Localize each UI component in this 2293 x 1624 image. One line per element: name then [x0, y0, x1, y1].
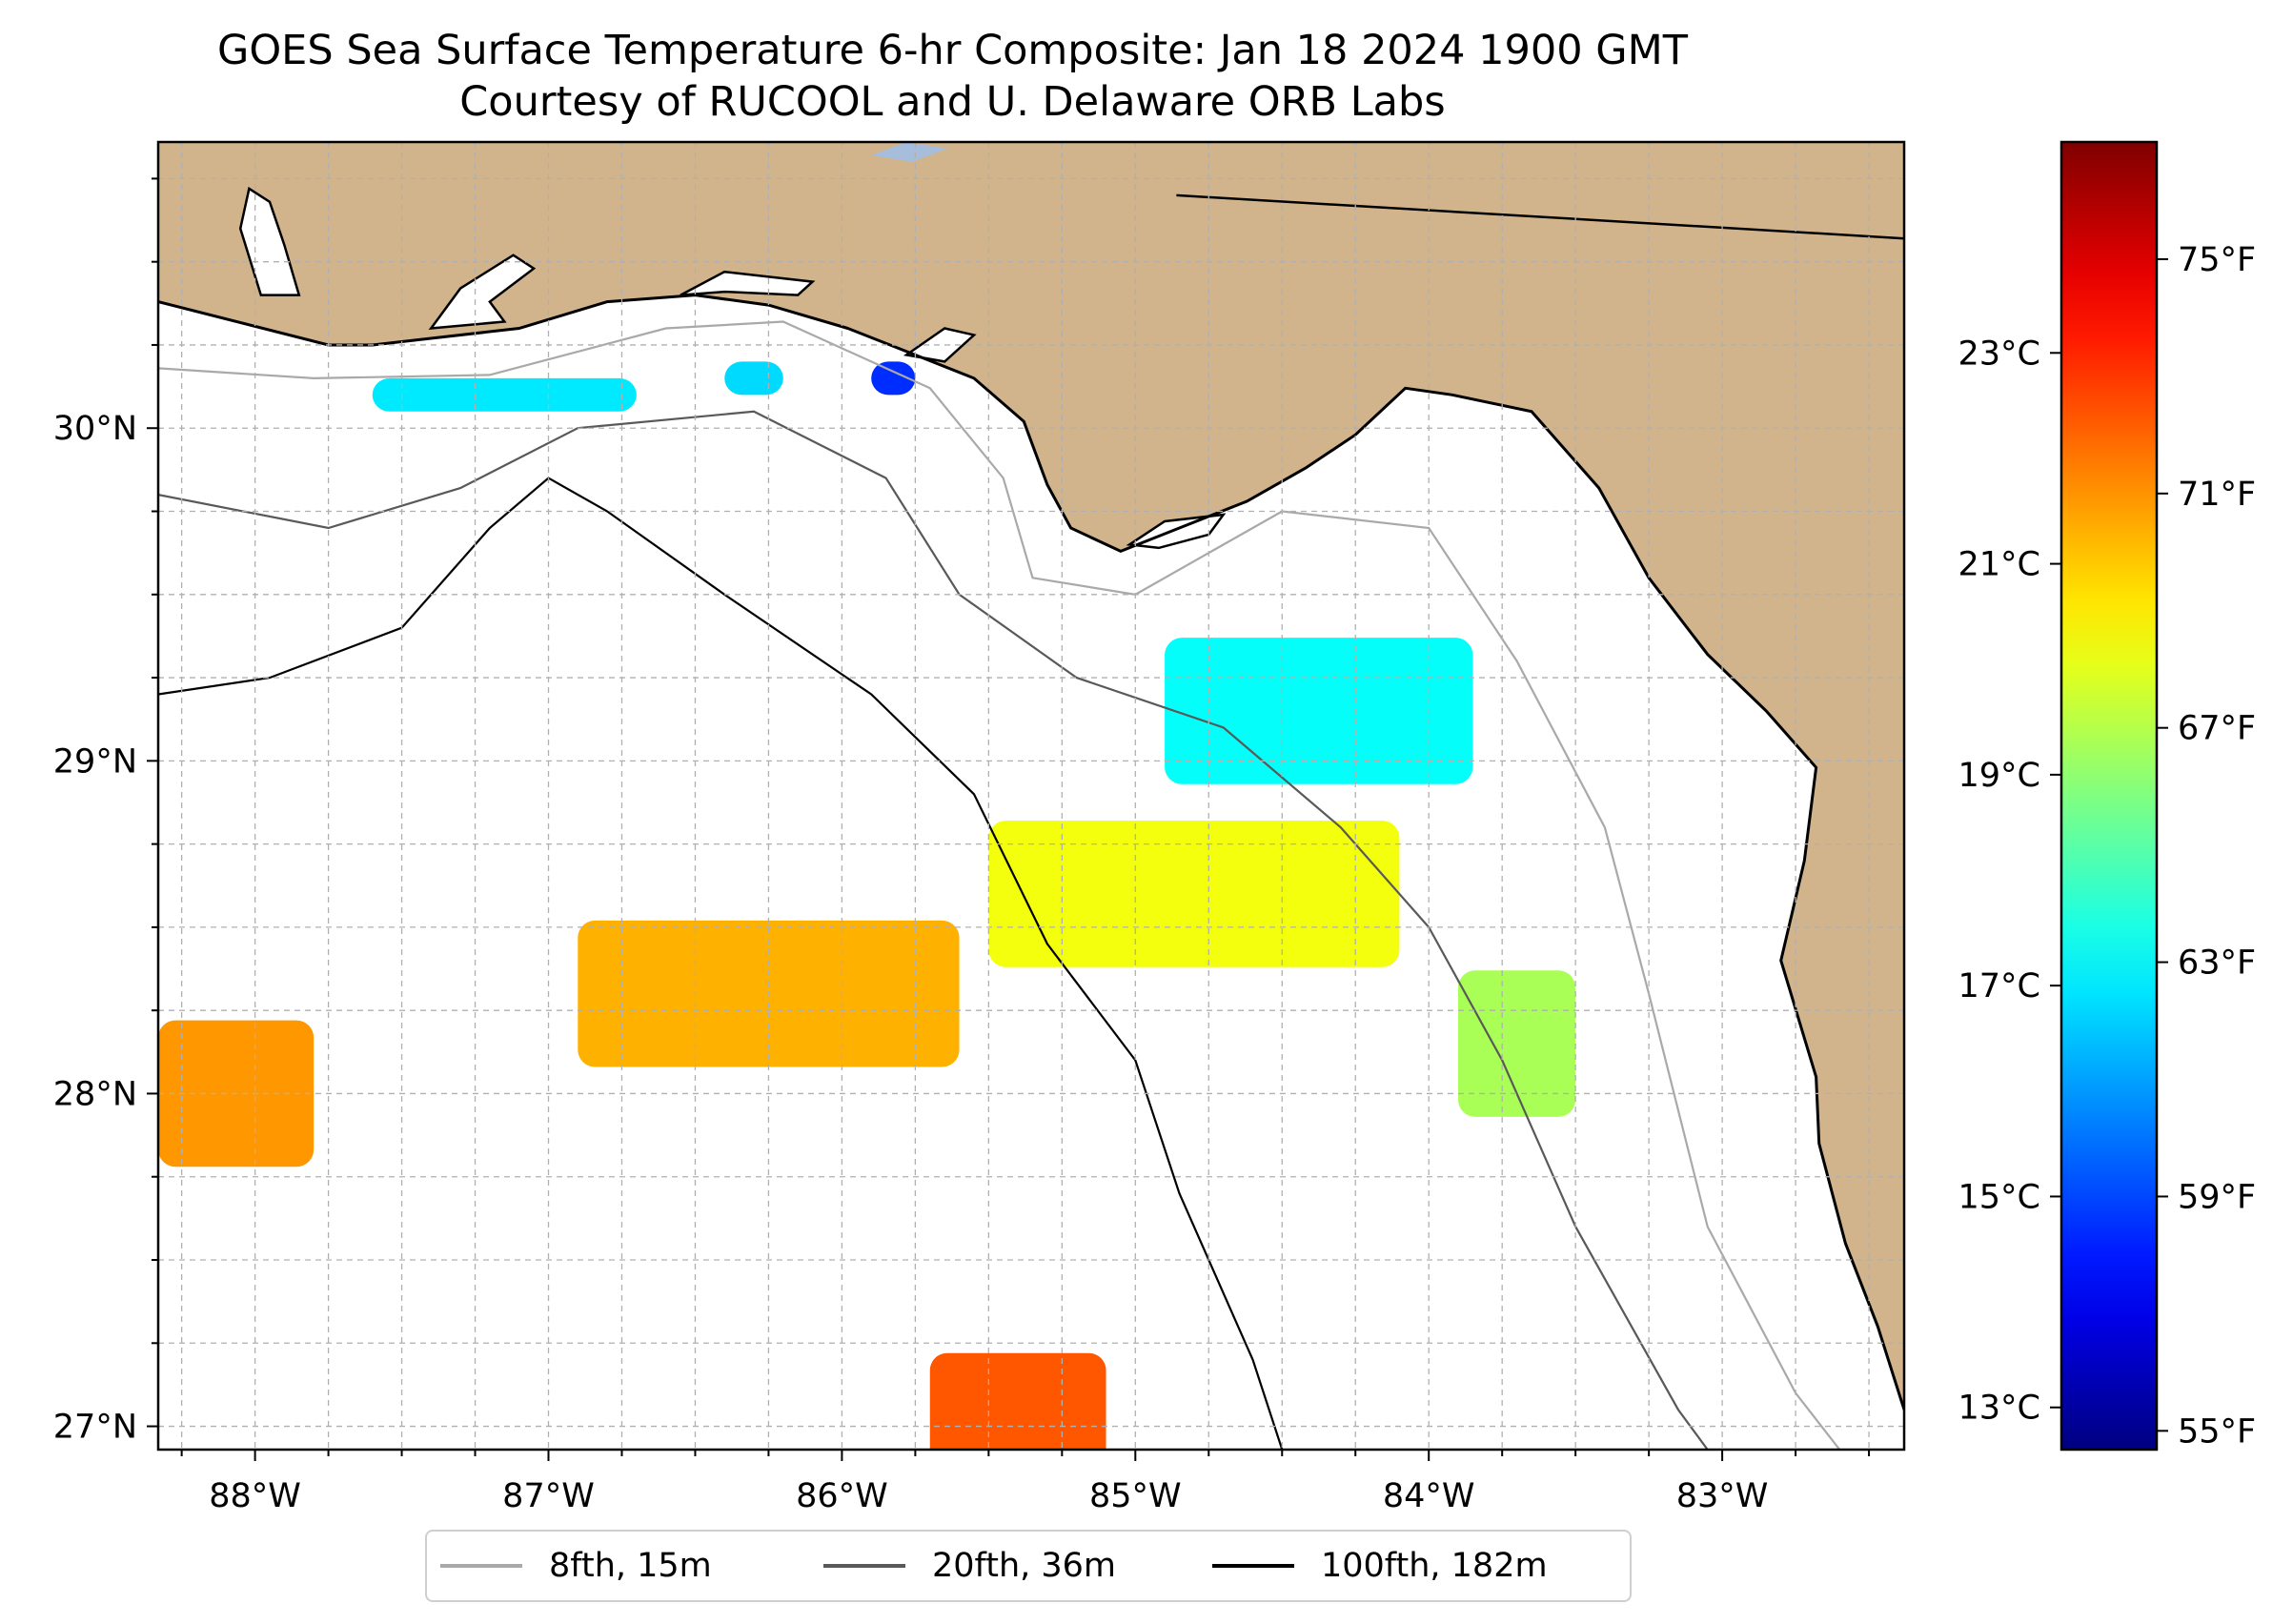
colorbar-label-f: 55°F: [2178, 1412, 2256, 1451]
colorbar-label-f: 71°F: [2178, 476, 2256, 514]
isobath-100fth: [158, 477, 1284, 1450]
x-tick-label: 85°W: [1089, 1477, 1182, 1515]
colorbar-label-c: 13°C: [1958, 1390, 2040, 1428]
colorbar-label-f: 75°F: [2178, 241, 2256, 279]
colorbar-label-f: 67°F: [2178, 710, 2256, 748]
map-plot-area: [158, 142, 1904, 1450]
legend-line-100fth: [1212, 1564, 1294, 1568]
lake: [871, 142, 948, 162]
sst-patch-big-bend-north: [1165, 638, 1473, 784]
x-tick-label: 84°W: [1383, 1477, 1475, 1515]
isobath-20fth: [158, 410, 1709, 1450]
colorbar-label-f: 59°F: [2178, 1178, 2256, 1216]
colorbar-label-c: 23°C: [1958, 335, 2040, 373]
x-tick-label: 87°W: [502, 1477, 595, 1515]
y-tick-label: 29°N: [53, 742, 137, 781]
legend-label-20fth: 20fth, 36m: [932, 1547, 1117, 1585]
map-subtitle: Courtesy of RUCOOL and U. Delaware ORB L…: [459, 78, 1446, 126]
state-border: [1176, 193, 1904, 240]
y-tick-label: 28°N: [53, 1075, 137, 1113]
x-tick-label: 86°W: [796, 1477, 888, 1515]
sst-patch-st-andrews: [871, 361, 916, 396]
sst-patch-apalachicola-shelf: [988, 821, 1400, 967]
y-tick-label: 27°N: [53, 1409, 137, 1447]
land-region: [158, 142, 1904, 1411]
sst-patch-panhandle-west: [372, 377, 637, 412]
legend-label-100fth: 100fth, 182m: [1321, 1547, 1548, 1585]
x-tick-label: 83°W: [1676, 1477, 1769, 1515]
map-title: GOES Sea Surface Temperature 6-hr Compos…: [217, 27, 1688, 74]
y-tick-label: 30°N: [53, 410, 137, 448]
coastline: [158, 294, 1904, 1411]
colorbar-label-f: 63°F: [2178, 944, 2256, 983]
colorbar-label-c: 15°C: [1958, 1178, 2040, 1216]
sst-patch-shelf-east: [1457, 970, 1576, 1117]
colorbar-label-c: 19°C: [1958, 757, 2040, 795]
st-andrews-bay: [903, 327, 977, 363]
legend-line-8fth: [440, 1564, 522, 1568]
legend-label-8fth: 8fth, 15m: [549, 1547, 712, 1585]
x-tick-label: 88°W: [209, 1477, 301, 1515]
isobath-legend: 8fth, 15m 20fth, 36m 100fth, 182m: [425, 1530, 1632, 1602]
map-frame: [156, 140, 1906, 1451]
colorbar-label-c: 21°C: [1958, 546, 2040, 584]
choctawhatchee-bay: [680, 270, 816, 296]
colorbar: [2060, 140, 2159, 1451]
sst-patch-panhandle-mid: [724, 361, 783, 396]
legend-item-20fth: 20fth, 36m: [823, 1532, 1116, 1600]
legend-item-100fth: 100fth, 182m: [1212, 1532, 1548, 1600]
pensacola-bay: [428, 254, 537, 330]
colorbar-label-c: 17°C: [1958, 967, 2040, 1005]
legend-item-8fth: 8fth, 15m: [440, 1532, 712, 1600]
legend-line-20fth: [823, 1564, 905, 1568]
